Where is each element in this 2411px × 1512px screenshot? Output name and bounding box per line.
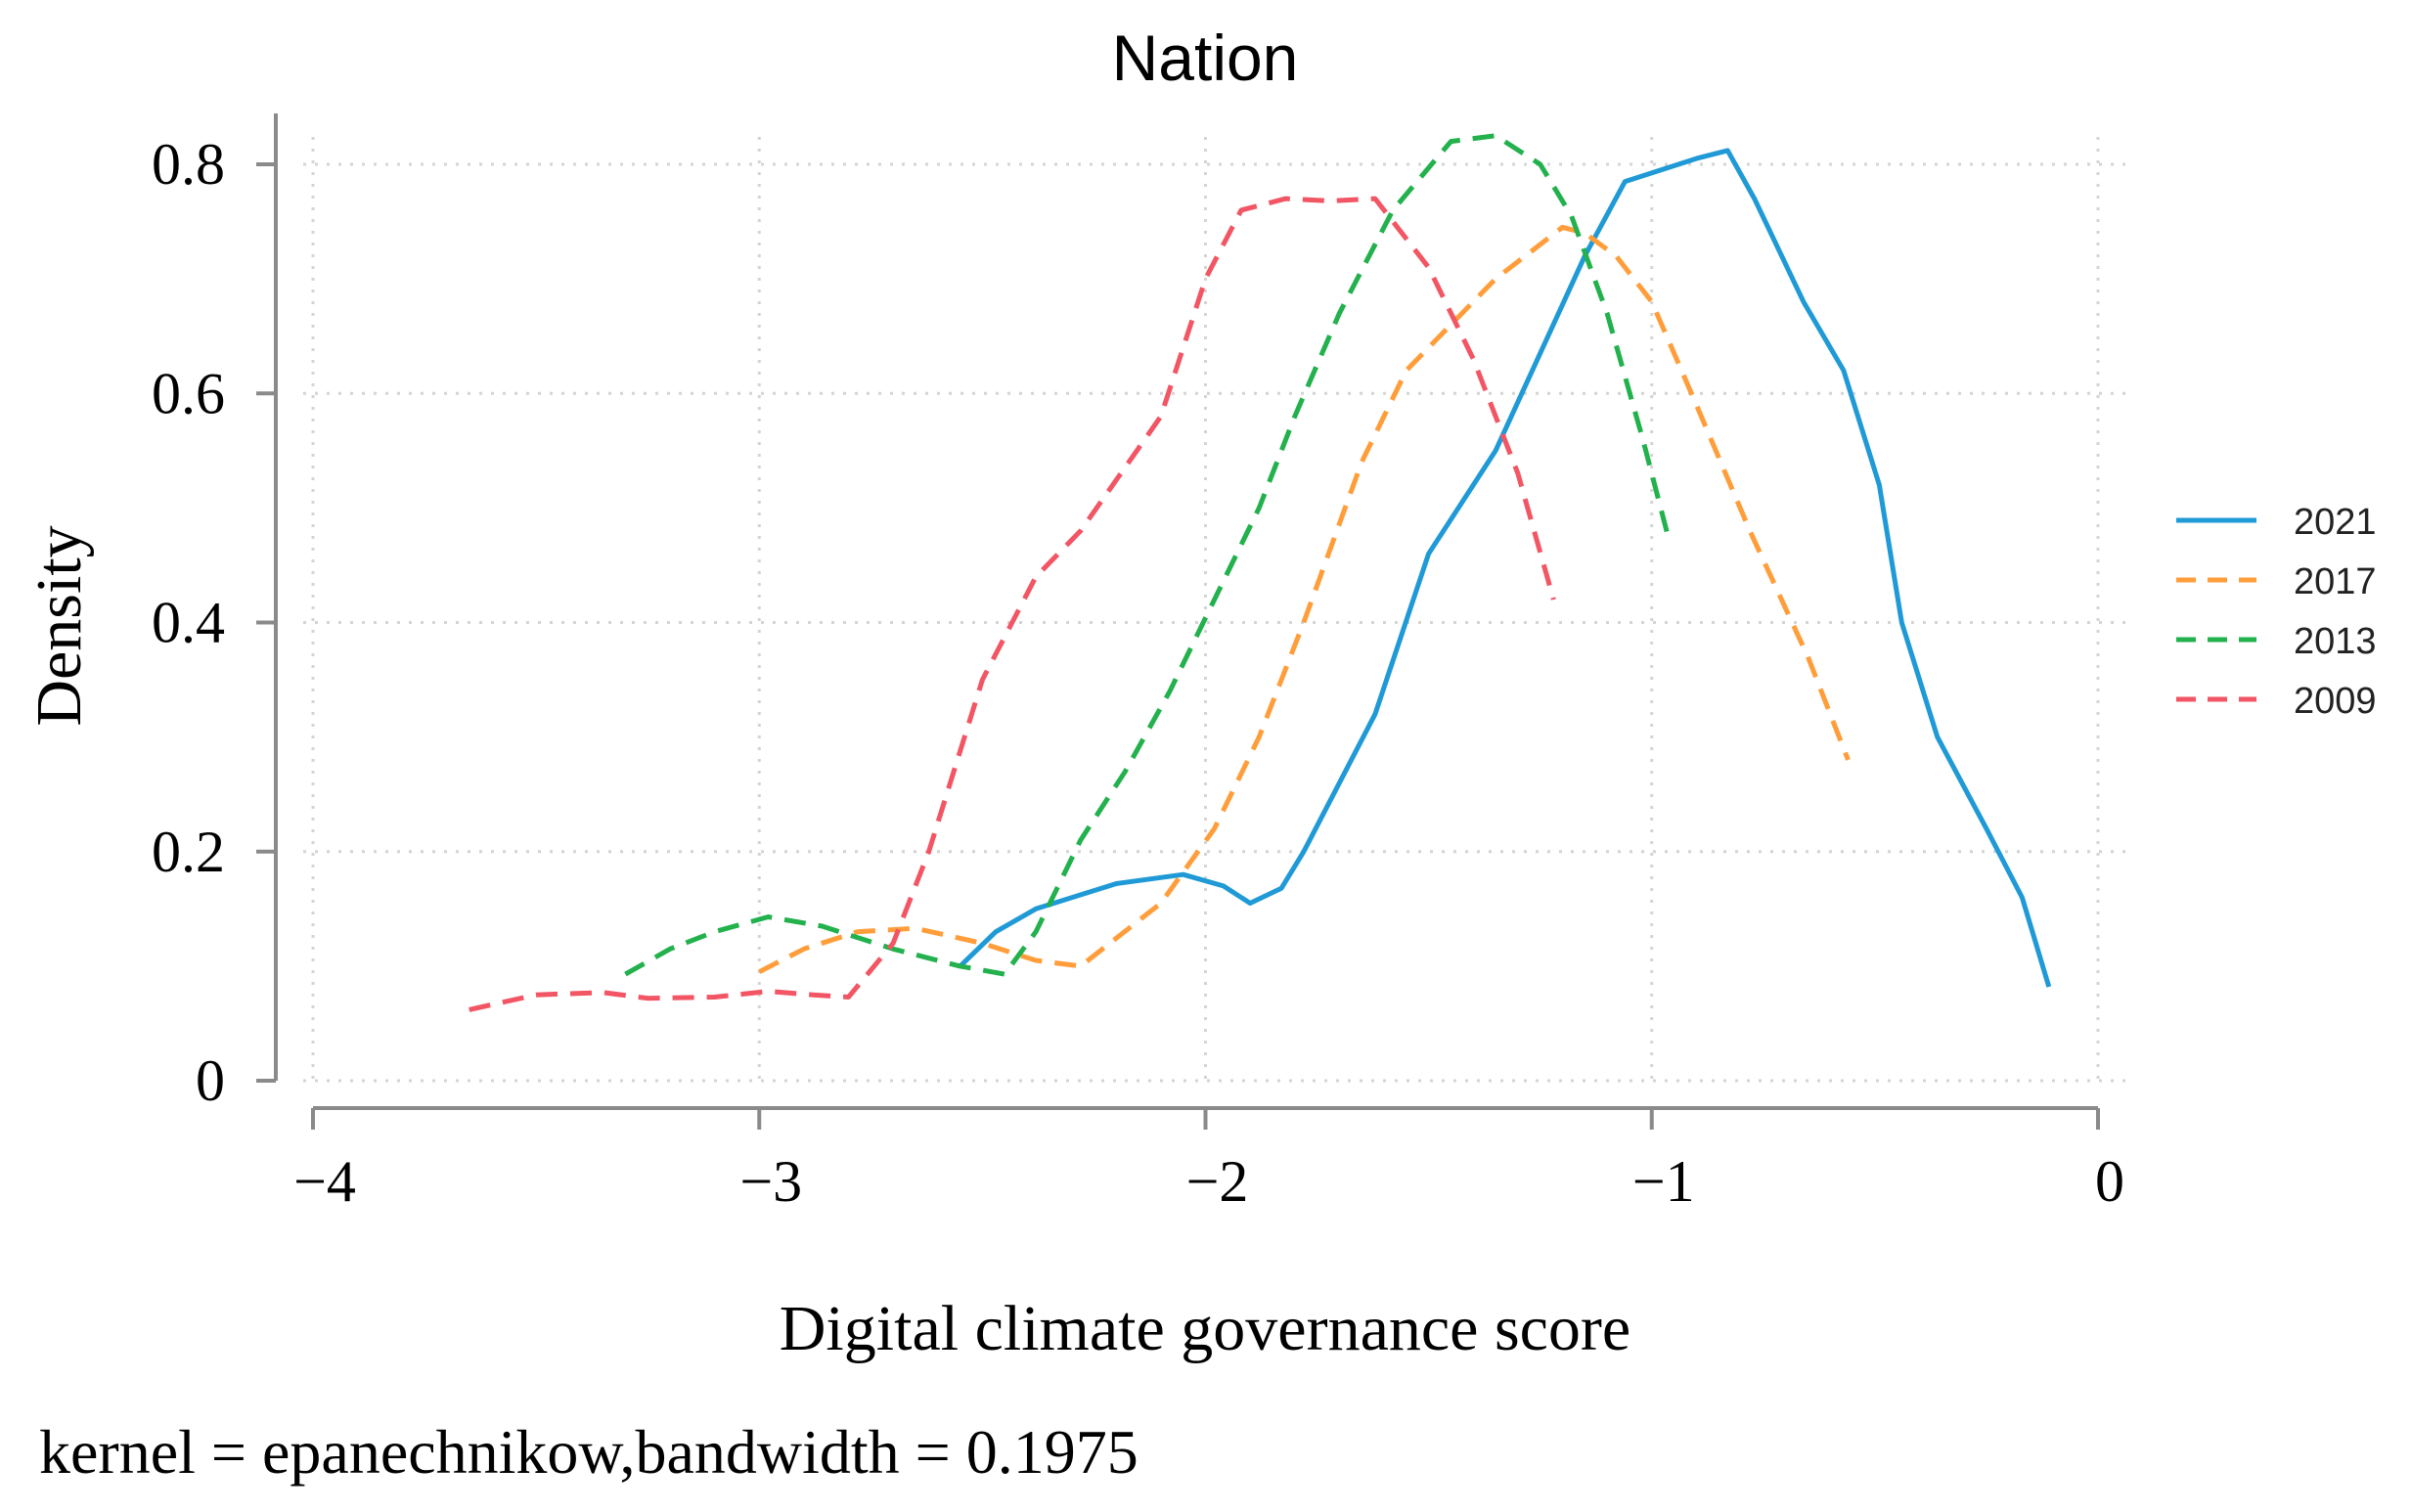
grid-lines	[303, 137, 2127, 1086]
x-tick-label: −3	[739, 1149, 802, 1214]
series-line-2021	[958, 148, 2052, 988]
x-tick-label: −4	[293, 1149, 356, 1214]
x-tick-label: −2	[1186, 1149, 1249, 1214]
kernel-note: kernel = epanechnikow,bandwidth = 0.1975	[39, 1417, 1139, 1487]
y-tick-label: 0	[196, 1048, 225, 1113]
axes: 0 0.2 0.4 0.6 0.8 −4 −3 −2 −1 0	[152, 113, 2124, 1214]
y-tick-label: 0.2	[152, 820, 225, 884]
series-line-2017	[758, 224, 1851, 974]
y-tick-label: 0.8	[152, 132, 225, 197]
legend-label-2021: 2021	[2294, 502, 2377, 543]
series-line-2013	[624, 133, 1673, 977]
y-tick-label: 0.6	[152, 361, 225, 425]
series-line-2009	[469, 196, 1556, 1012]
x-axis-label: Digital climate governance score	[780, 1293, 1630, 1364]
x-tick-label: −1	[1632, 1149, 1695, 1214]
series-lines	[469, 133, 2052, 1012]
legend: 2021 2017 2013 2009	[2176, 502, 2377, 722]
chart-title: Nation	[1112, 22, 1299, 94]
y-axis-label: Density	[23, 525, 95, 726]
legend-label-2017: 2017	[2294, 561, 2377, 602]
x-tick-label: 0	[2095, 1149, 2124, 1214]
y-tick-label: 0.4	[152, 591, 225, 655]
legend-label-2013: 2013	[2294, 621, 2377, 662]
legend-label-2009: 2009	[2294, 681, 2377, 722]
